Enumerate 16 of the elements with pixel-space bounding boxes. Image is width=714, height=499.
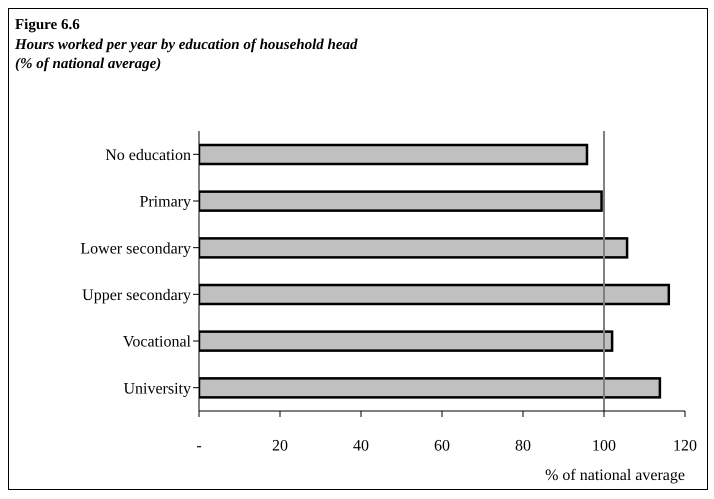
y-tick-label: Lower secondary: [80, 240, 191, 258]
y-tick-label: University: [123, 380, 191, 398]
x-tick-label: 100: [592, 437, 616, 454]
x-tick-label: -: [196, 437, 202, 454]
x-tick-label: 20: [272, 437, 288, 454]
x-tick-label: 60: [434, 437, 450, 454]
y-tick-label: Upper secondary: [82, 287, 191, 304]
x-tick-label: 80: [515, 437, 531, 454]
y-tick-label: Vocational: [122, 334, 192, 351]
x-tick-label: 40: [353, 437, 369, 454]
x-axis-title: % of national average: [545, 467, 685, 485]
y-tick-label: No education: [105, 147, 191, 164]
chart-subtitle: Hours worked per year by education of household head (% of national average): [15, 36, 358, 74]
text: Figure 6.6: [15, 17, 80, 34]
x-tick-label: 120: [673, 437, 697, 454]
y-tick-label: Primary: [139, 194, 191, 211]
